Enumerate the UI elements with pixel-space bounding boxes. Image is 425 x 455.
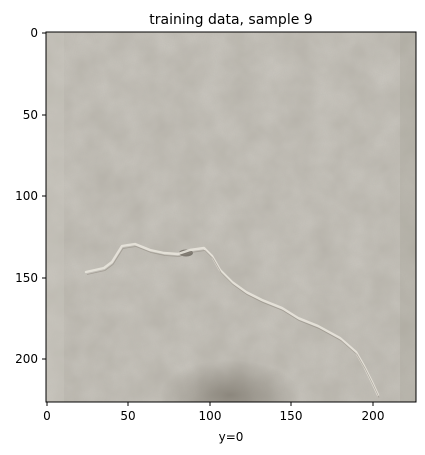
concrete-photo: [46, 32, 416, 402]
y-tick-label: 50: [23, 108, 38, 122]
x-tick-label: 50: [120, 409, 135, 423]
y-tick-label: 200: [15, 352, 38, 366]
dark-patch: [160, 360, 300, 402]
x-tick-label: 200: [362, 409, 385, 423]
x-tick-label: 100: [199, 409, 222, 423]
image-frame: [45, 31, 417, 403]
x-axis-label: y=0: [219, 430, 244, 444]
chart-title: training data, sample 9: [149, 12, 312, 28]
x-axis: 0 50 100 150 200 y=0: [43, 402, 384, 444]
y-tick-label: 100: [15, 189, 38, 203]
y-axis: 0 50 100 150 200: [15, 26, 46, 366]
x-tick-label: 0: [43, 409, 51, 423]
x-tick-label: 150: [280, 409, 303, 423]
y-tick-label: 0: [30, 26, 38, 40]
y-tick-label: 150: [15, 271, 38, 285]
